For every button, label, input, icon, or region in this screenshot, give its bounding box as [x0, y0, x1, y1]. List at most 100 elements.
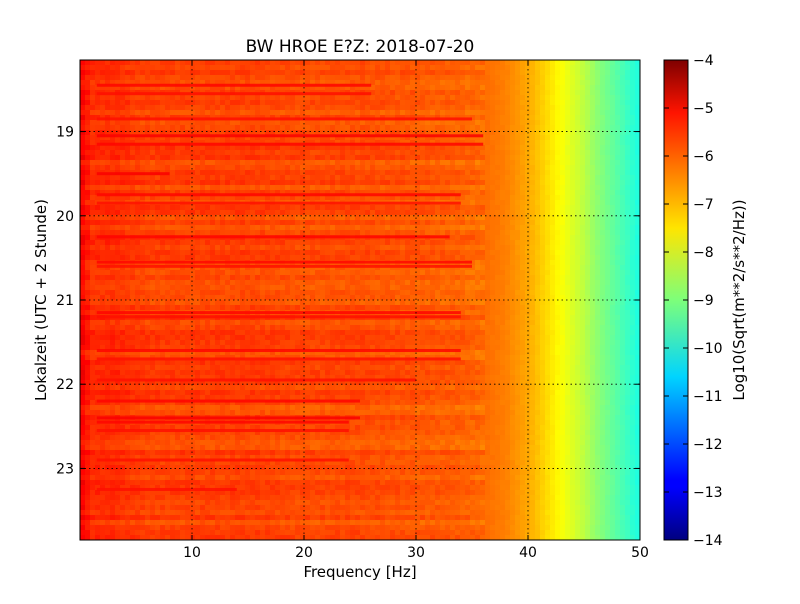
heatmap-cell — [155, 225, 161, 231]
heatmap-cell — [125, 185, 131, 191]
heatmap-cell — [205, 280, 211, 286]
heatmap-cell — [95, 70, 101, 76]
heatmap-cell — [610, 80, 616, 86]
heatmap-cell — [235, 100, 241, 106]
heatmap-cell — [555, 110, 561, 116]
heatmap-cell — [225, 245, 231, 251]
heatmap-cell — [250, 120, 256, 126]
heatmap-cell — [90, 90, 96, 96]
heatmap-cell — [255, 155, 261, 161]
heatmap-cell — [160, 130, 166, 136]
heatmap-cell — [220, 170, 226, 176]
heatmap-cell — [215, 255, 221, 261]
heatmap-cell — [100, 230, 106, 236]
heatmap-cell — [345, 240, 351, 246]
heatmap-cell — [340, 100, 346, 106]
heatmap-cell — [435, 275, 441, 281]
heatmap-cell — [360, 185, 366, 191]
heatmap-cell — [210, 95, 216, 101]
heatmap-cell — [320, 245, 326, 251]
heatmap-cell — [150, 80, 156, 86]
heatmap-cell — [410, 180, 416, 186]
heatmap-cell — [615, 255, 621, 261]
heatmap-cell — [170, 75, 176, 81]
heatmap-cell — [500, 270, 506, 276]
heatmap-cell — [590, 100, 596, 106]
heatmap-cell — [135, 60, 141, 66]
heatmap-cell — [605, 95, 611, 101]
heatmap-cell — [310, 220, 316, 226]
heatmap-cell — [305, 255, 311, 261]
heatmap-cell — [530, 115, 536, 121]
heatmap-cell — [365, 250, 371, 256]
heatmap-cell — [340, 145, 346, 151]
heatmap-cell — [630, 95, 636, 101]
heatmap-cell — [530, 65, 536, 71]
heatmap-cell — [280, 105, 286, 111]
heatmap-cell — [100, 150, 106, 156]
heatmap-cell — [135, 70, 141, 76]
heatmap-cell — [90, 270, 96, 276]
heatmap-cell — [335, 230, 341, 236]
heatmap-cell — [550, 170, 556, 176]
heatmap-cell — [580, 225, 586, 231]
heatmap-cell — [90, 80, 96, 86]
heatmap-cell — [165, 105, 171, 111]
heatmap-cell — [90, 100, 96, 106]
heatmap-cell — [385, 70, 391, 76]
heatmap-cell — [555, 155, 561, 161]
heatmap-cell — [365, 110, 371, 116]
heatmap-cell — [175, 105, 181, 111]
heatmap-cell — [590, 165, 596, 171]
heatmap-cell — [160, 175, 166, 181]
heatmap-cell — [230, 145, 236, 151]
heatmap-cell — [250, 145, 256, 151]
heatmap-cell — [205, 155, 211, 161]
heatmap-cell — [310, 65, 316, 71]
heatmap-cell — [335, 110, 341, 116]
heatmap-cell — [460, 170, 466, 176]
heatmap-cell — [515, 180, 521, 186]
heatmap-cell — [330, 215, 336, 221]
heatmap-cell — [445, 205, 451, 211]
heatmap-cell — [635, 200, 640, 206]
heatmap-cell — [245, 65, 251, 71]
heatmap-cell — [150, 215, 156, 221]
heatmap-cell — [600, 140, 606, 146]
heatmap-cell — [475, 80, 481, 86]
heatmap-cell — [485, 215, 491, 221]
heatmap-cell — [295, 110, 301, 116]
heatmap-cell — [185, 175, 191, 181]
heatmap-cell — [485, 110, 491, 116]
heatmap-cell — [120, 275, 126, 281]
heatmap-cell — [495, 135, 501, 141]
heatmap-cell — [155, 270, 161, 276]
heatmap-cell — [385, 65, 391, 71]
heatmap-cell — [460, 70, 466, 76]
heatmap-cell — [450, 195, 456, 201]
heatmap-cell — [440, 270, 446, 276]
heatmap-cell — [455, 60, 461, 66]
heatmap-cell — [600, 230, 606, 236]
heatmap-cell — [165, 155, 171, 161]
heatmap-cell — [280, 125, 286, 131]
heatmap-cell — [250, 65, 256, 71]
heatmap-cell — [430, 210, 436, 216]
heatmap-cell — [485, 190, 491, 196]
heatmap-cell — [635, 135, 640, 141]
heatmap-cell — [530, 75, 536, 81]
heatmap-cell — [325, 210, 331, 216]
heatmap-cell — [465, 85, 471, 91]
heatmap-cell — [435, 210, 441, 216]
heatmap-cell — [460, 235, 466, 241]
heatmap-cell — [100, 70, 106, 76]
heatmap-cell — [395, 255, 401, 261]
heatmap-cell — [620, 180, 626, 186]
heatmap-cell — [315, 240, 321, 246]
heatmap-cell — [155, 210, 161, 216]
heatmap-cell — [505, 85, 511, 91]
heatmap-cell — [430, 65, 436, 71]
heatmap-cell — [520, 275, 526, 281]
heatmap-cell — [340, 210, 346, 216]
heatmap-cell — [435, 150, 441, 156]
